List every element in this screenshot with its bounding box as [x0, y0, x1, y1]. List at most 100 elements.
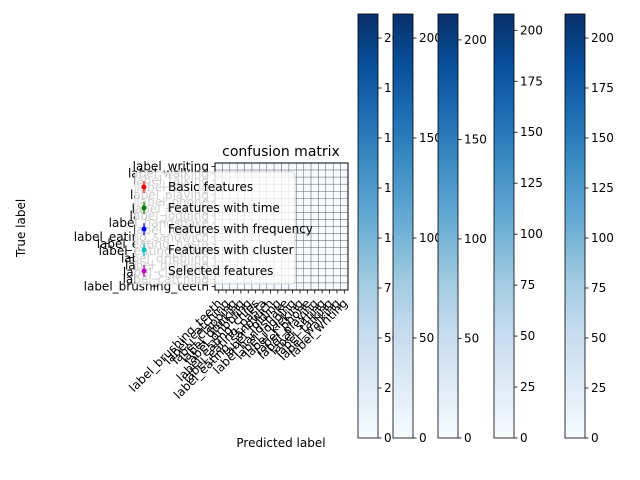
colorbar-gradient	[493, 13, 515, 439]
heatmap-cell	[296, 169, 304, 178]
legend-label: Features with frequency	[168, 222, 313, 236]
heatmap-cell	[296, 212, 304, 220]
heatmap-cell	[303, 212, 312, 220]
heatmap-cell	[325, 254, 334, 262]
heatmap-cell	[318, 176, 327, 185]
heatmap-cell	[325, 219, 334, 227]
colorbar-tick-label: 0	[520, 431, 528, 445]
heatmap-cell	[296, 198, 304, 206]
heatmap-cell	[303, 183, 312, 192]
heatmap-cell	[333, 254, 341, 262]
heatmap-cell	[340, 183, 349, 192]
heatmap-cell	[303, 247, 312, 255]
heatmap-cell	[325, 240, 334, 248]
heatmap-cell	[333, 176, 341, 185]
heatmap-cell	[325, 212, 334, 220]
colorbar-tick-label: 100	[419, 231, 442, 245]
heatmap-cell	[310, 212, 319, 220]
heatmap-cell	[340, 240, 349, 248]
heatmap-cell	[318, 212, 327, 220]
heatmap-cell	[318, 191, 327, 199]
heatmap-cell	[214, 162, 223, 171]
colorbar: 0 50 100 150 200	[437, 13, 487, 445]
heatmap-cell	[318, 219, 327, 227]
colorbar-gradient	[392, 13, 414, 439]
heatmap-cell	[296, 247, 304, 255]
legend-label: Basic features	[168, 180, 253, 194]
heatmap-cell	[340, 219, 349, 227]
heatmap-cell	[310, 261, 319, 270]
colorbar-tick-label: 200	[591, 31, 614, 45]
colorbar-tick-label: 150	[464, 132, 487, 146]
heatmap-cell	[318, 261, 327, 270]
colorbar: 0 50 100 150 200	[392, 13, 442, 445]
heatmap-cell	[340, 169, 349, 178]
colorbar-tick-label: 150	[419, 131, 442, 145]
legend-marker	[141, 247, 147, 253]
heatmap-cell	[325, 275, 334, 284]
heatmap-cell	[333, 247, 341, 255]
colorbar-tick-label: 150	[591, 131, 614, 145]
heatmap-cell	[333, 219, 341, 227]
heatmap-cell	[340, 261, 349, 270]
heatmap-cell	[318, 205, 327, 213]
colorbar-tick-label: 25	[520, 380, 535, 394]
colorbar: 0 25 50 75 100 125 150 175 200	[564, 13, 614, 445]
heatmap-cell	[340, 247, 349, 255]
heatmap-cell	[325, 176, 334, 185]
heatmap-cell	[340, 191, 349, 199]
heatmap-cell	[251, 162, 260, 171]
heatmap-cell	[310, 254, 319, 262]
heatmap-cell	[222, 162, 230, 171]
legend-label: Selected features	[168, 264, 273, 278]
colorbar-tick-label: 175	[520, 74, 543, 88]
heatmap-cell	[325, 205, 334, 213]
heatmap-cell	[318, 198, 327, 206]
heatmap-cell	[310, 275, 319, 284]
colorbar-tick-label: 50	[419, 331, 434, 345]
heatmap-cell	[325, 191, 334, 199]
chart-title: confusion matrix	[222, 144, 340, 160]
colorbars: 0 25 50 75 100 125 150 175 200 0 50 100 150 200 0 50 100…	[357, 13, 614, 445]
heatmap-cell	[325, 247, 334, 255]
heatmap-cell	[318, 233, 327, 241]
colorbar: 0 25 50 75 100 125 150 175 200	[493, 13, 543, 445]
heatmap-cell	[325, 162, 334, 171]
heatmap-cell	[296, 282, 304, 291]
heatmap-cell	[266, 162, 275, 171]
legend-entry: Basic features	[141, 180, 253, 194]
heatmap-cell	[236, 162, 245, 171]
heatmap-cell	[303, 261, 312, 270]
heatmap-cell	[310, 205, 319, 213]
heatmap-cell	[333, 191, 341, 199]
colorbar-tick-label: 0	[591, 431, 599, 445]
heatmap-cell	[333, 183, 341, 192]
heatmap-cell	[333, 169, 341, 178]
heatmap-cell	[325, 198, 334, 206]
heatmap-cell	[325, 261, 334, 270]
heatmap-cell	[333, 261, 341, 270]
heatmap-cell	[303, 169, 312, 178]
legend-entry: Features with frequency	[141, 222, 313, 236]
heatmap-cell	[310, 198, 319, 206]
heatmap-cell	[310, 183, 319, 192]
colorbar-tick-label: 0	[464, 431, 472, 445]
legend-marker	[141, 205, 147, 211]
heatmap-cell	[296, 176, 304, 185]
heatmap-cell	[340, 282, 349, 291]
heatmap-cell	[325, 233, 334, 241]
heatmap-cell	[310, 162, 319, 171]
colorbar-tick-label: 100	[591, 231, 614, 245]
colorbar-tick-label: 200	[520, 23, 543, 37]
legend: Basic features Features with time Features…	[134, 171, 313, 285]
heatmap-cell	[244, 162, 253, 171]
colorbar-tick-label: 75	[520, 278, 535, 292]
colorbar-tick-label: 50	[464, 331, 479, 345]
heatmap-cell	[303, 240, 312, 248]
heatmap-cell	[318, 162, 327, 171]
legend-entry: Selected features	[141, 264, 273, 278]
heatmap-cell	[318, 268, 327, 277]
legend-marker	[141, 268, 147, 274]
heatmap-cell	[296, 191, 304, 199]
